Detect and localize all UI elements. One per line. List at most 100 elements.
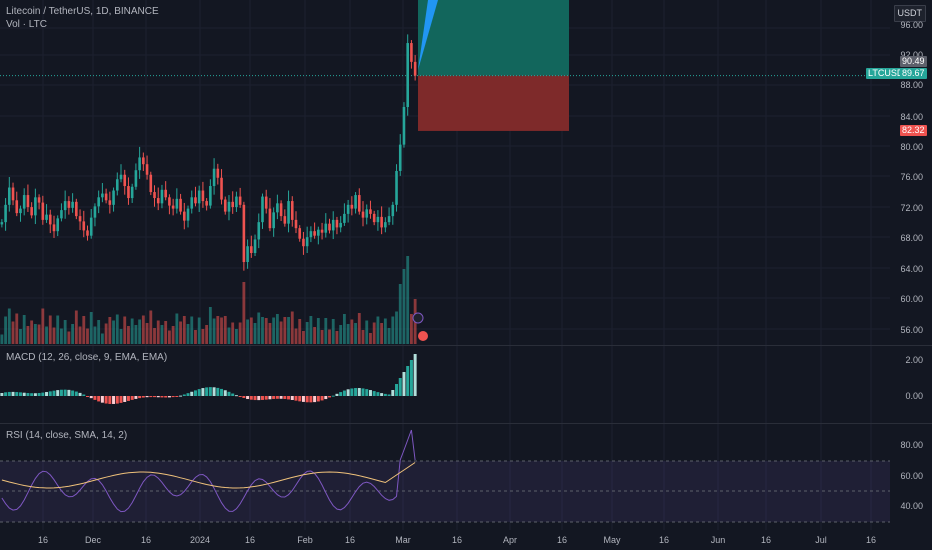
target-price-tag: 90.49 (900, 56, 927, 67)
volume-bar (71, 324, 75, 344)
volume-bar (100, 333, 104, 344)
macd-bar (22, 392, 26, 396)
macd-bar (30, 393, 34, 396)
candle-body (201, 190, 205, 202)
candle-body (71, 201, 74, 208)
volume-bar (268, 323, 272, 344)
macd-bar (201, 388, 205, 396)
macd-bar (119, 396, 123, 403)
volume-legend[interactable]: Vol · LTC (6, 19, 47, 30)
candle-body (357, 195, 361, 212)
volume-bar (160, 325, 164, 344)
currency-button[interactable]: USDT (893, 5, 926, 22)
price-axis-label: 96.00 (900, 20, 923, 30)
volume-bar (93, 326, 97, 344)
candle-body (119, 174, 123, 180)
volume-bar (0, 334, 4, 344)
macd-bar (272, 396, 276, 399)
macd-bar (86, 396, 89, 397)
macd-bar (320, 396, 324, 401)
candle-body (346, 204, 350, 214)
macd-bar (346, 389, 350, 396)
candle-body (350, 204, 354, 209)
macd-bar (305, 396, 309, 403)
candle-body (78, 216, 82, 222)
volume-bar (309, 316, 313, 344)
macd-bar (78, 392, 82, 396)
candle-body (138, 157, 141, 171)
macd-bar (380, 393, 384, 396)
rsi-legend[interactable]: RSI (14, close, SMA, 14, 2) (6, 430, 128, 441)
macd-axis-label: 0.00 (905, 391, 923, 401)
volume-bar (380, 323, 384, 344)
candle-body (171, 205, 175, 209)
candle-body (242, 204, 246, 263)
macd-bar (138, 396, 142, 399)
price-axis-label: 76.00 (900, 172, 923, 182)
price-axis-label: 72.00 (900, 203, 923, 213)
time-axis-label: 16 (244, 535, 256, 545)
macd-legend[interactable]: MACD (12, 26, close, 9, EMA, EMA) (6, 352, 168, 363)
volume-bar (376, 316, 380, 344)
macd-bar (313, 396, 317, 403)
volume-bar (287, 317, 290, 344)
rsi-line (1, 429, 416, 513)
price-axis-label: 64.00 (900, 264, 923, 274)
symbol-title[interactable]: Litecoin / TetherUS, 1D, BINANCE (6, 6, 159, 17)
macd-bar (290, 396, 294, 400)
volume-bar (156, 320, 160, 344)
macd-bar (231, 393, 235, 396)
volume-bar (41, 308, 45, 344)
candle-body (384, 222, 387, 228)
volume-bar (182, 316, 186, 344)
candle-body (235, 196, 238, 208)
projection-wedge (418, 0, 438, 70)
volume-bar (108, 317, 112, 344)
macd-axis-label: 2.00 (905, 355, 923, 365)
candle-body (305, 237, 309, 247)
macd-bar (268, 396, 272, 400)
macd-bar (339, 392, 343, 396)
candle-body (253, 239, 257, 253)
candle-body (290, 201, 294, 220)
volume-bar (11, 321, 15, 344)
event-icon (412, 312, 424, 324)
candle-body (413, 61, 417, 76)
volume-bar (339, 325, 343, 344)
macd-bar (331, 395, 335, 397)
macd-bar (301, 396, 305, 402)
volume-bar (249, 317, 253, 344)
rsi-axis-label: 40.00 (900, 501, 923, 511)
volume-bar (201, 329, 205, 344)
time-axis-label: 16 (451, 535, 463, 545)
candle-body (287, 201, 290, 224)
macd-bar (4, 392, 8, 396)
candle-body (45, 214, 48, 220)
volume-bar (369, 333, 372, 344)
time-axis-label: 16 (865, 535, 877, 545)
macd-bar (283, 396, 287, 400)
macd-bar (242, 396, 246, 399)
volume-bar (112, 320, 115, 344)
volume-bar (164, 321, 168, 344)
macd-bar (361, 388, 365, 396)
volume-bar (149, 310, 153, 344)
volume-bar (328, 329, 331, 344)
macd-bar (193, 390, 197, 396)
candle-body (0, 222, 4, 225)
pane-separator[interactable] (0, 345, 932, 346)
macd-bar (249, 396, 253, 400)
candle-body (89, 217, 93, 236)
macd-bar (298, 396, 302, 402)
macd-bar (175, 396, 179, 397)
volume-bar (56, 315, 60, 344)
volume-bar (305, 322, 309, 344)
pane-separator[interactable] (0, 423, 932, 424)
candle-body (298, 228, 302, 239)
macd-bar (18, 392, 22, 396)
macd-bar (335, 393, 339, 396)
time-axis-label: 16 (556, 535, 568, 545)
volume-bar (74, 310, 78, 344)
